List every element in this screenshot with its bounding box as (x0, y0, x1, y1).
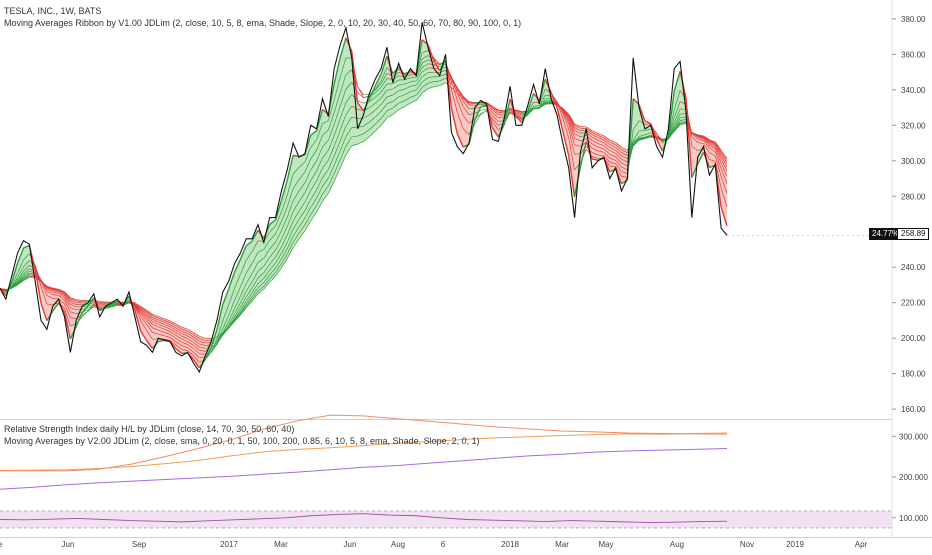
chart-title: TESLA, INC., 1W, BATS (4, 6, 101, 16)
x-tick-label: e (0, 540, 3, 549)
last-price-badge: 258.89 (897, 228, 929, 240)
close-price-line (0, 22, 727, 371)
y-tick-label: 360.00 (901, 50, 926, 59)
y-tick-label: 340.00 (901, 86, 926, 95)
x-tick-label: Aug (391, 540, 405, 549)
y-tick-label: 280.00 (901, 192, 926, 201)
y-tick-label: 300.00 (901, 157, 926, 166)
y-tick-label: 240.00 (901, 263, 926, 272)
x-tick-label: Mar (274, 540, 288, 549)
sub-y-tick-label: 100.000 (899, 514, 928, 523)
ribbon-fill-segment (633, 99, 639, 142)
ribbon-fill-segment (463, 99, 469, 147)
x-tick-label: Jun (344, 540, 357, 549)
x-tick-label: Apr (855, 540, 868, 549)
y-tick-label: 180.00 (901, 370, 926, 379)
x-tick-label: 2017 (220, 540, 238, 549)
x-tick-label: Jun (62, 540, 75, 549)
y-tick-label: 160.00 (901, 405, 926, 414)
y-tick-label: 200.00 (901, 334, 926, 343)
ribbon-ma-segment (358, 101, 364, 104)
ma2-legend: Moving Averages by V2.00 JDLim (2, close… (4, 436, 480, 446)
ribbon-fill-segment (410, 71, 416, 103)
ribbon-legend: Moving Averages Ribbon by V1.00 JDLim (2… (4, 18, 521, 28)
ribbon-fill-segment (293, 155, 299, 247)
rsi-band (0, 511, 892, 528)
ma_violet-line (0, 449, 727, 490)
rsi-legend: Relative Strength Index daily H/L by JDL… (4, 424, 294, 434)
x-tick-label: Nov (740, 540, 754, 549)
y-tick-label: 380.00 (901, 15, 926, 24)
x-tick-label: 2019 (786, 540, 804, 549)
x-tick-label: Aug (670, 540, 684, 549)
x-tick-label: May (598, 540, 613, 549)
x-tick-label: Mar (555, 540, 569, 549)
ribbon-ma-segment (481, 109, 487, 110)
sub-y-tick-label: 300.000 (899, 432, 928, 441)
ribbon-ma-segment (481, 111, 487, 114)
sub-y-tick-label: 200.000 (899, 473, 928, 482)
x-tick-label: 6 (441, 540, 446, 549)
y-tick-label: 220.00 (901, 299, 926, 308)
x-tick-label: 2018 (501, 540, 519, 549)
y-tick-label: 320.00 (901, 121, 926, 130)
x-tick-label: Sep (132, 540, 147, 549)
